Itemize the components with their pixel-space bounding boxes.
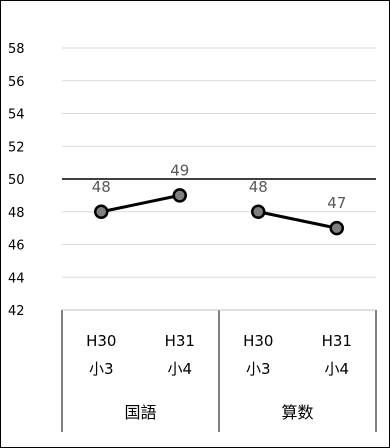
x-group-label: 算数 [281,403,313,422]
data-label: 48 [249,178,268,196]
y-tick-label: 52 [8,140,25,155]
data-point [172,188,187,203]
data-labels: 48 49 48 47 [92,161,347,212]
gridlines [62,47,376,278]
y-tick-label: 54 [8,108,25,123]
data-point [94,204,109,219]
x-group-label: 国語 [124,403,156,422]
y-tick-label: 44 [8,271,25,286]
data-point [251,204,266,219]
series-lines [100,193,338,230]
y-tick-label: 58 [8,42,25,57]
x-tick-grade: 小3 [246,360,271,378]
y-tick-label: 48 [8,206,25,221]
x-tick-grade: 小4 [167,360,192,378]
series-line [257,210,338,230]
data-point [329,220,344,236]
series-line [100,193,181,214]
y-axis-tick-labels: 42 44 46 48 50 52 54 56 58 [8,42,25,319]
data-label: 48 [92,178,111,196]
data-label: 47 [327,194,346,212]
y-tick-label: 42 [8,304,25,319]
data-points [94,188,344,236]
y-tick-label: 56 [8,75,25,90]
y-tick-label: 46 [8,239,25,254]
x-tick-year: H31 [165,332,195,350]
x-tick-year: H30 [86,332,116,350]
x-tick-year: H30 [243,332,273,350]
x-tick-grade: 小3 [89,360,114,378]
y-tick-label: 50 [8,173,25,188]
category-axis: H30 小3 H31 小4 国語 H30 小3 H31 小4 算数 [61,309,377,432]
x-tick-grade: 小4 [324,360,349,378]
x-tick-year: H31 [322,332,352,350]
data-label: 49 [170,161,189,179]
